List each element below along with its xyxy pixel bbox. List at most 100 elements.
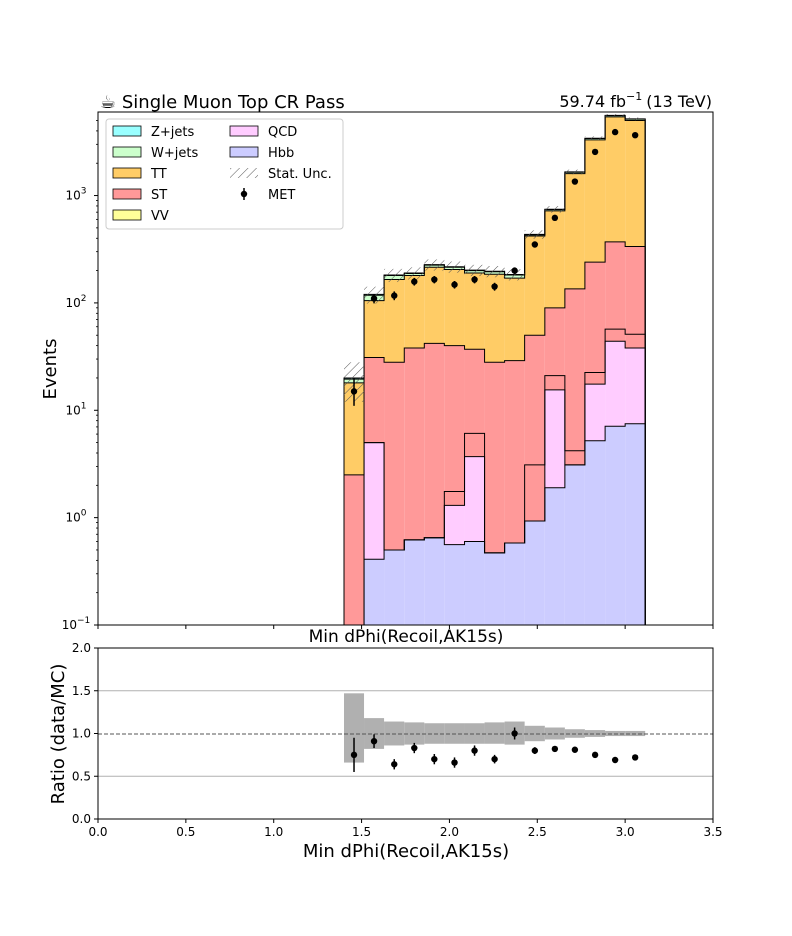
ratio-point xyxy=(511,730,518,737)
stack-bar-tt xyxy=(384,279,405,363)
data-point xyxy=(370,295,378,302)
legend-entry-met: MET xyxy=(240,188,295,203)
ratio-band-segment xyxy=(344,693,365,763)
ratio-x-tick-label: 3.0 xyxy=(616,825,635,839)
legend-label: MET xyxy=(268,188,295,203)
data-points xyxy=(350,128,639,406)
legend-swatch xyxy=(112,167,142,179)
stack-bar-st xyxy=(564,288,585,465)
stack-bar-st xyxy=(404,348,425,540)
ratio-band-segment xyxy=(464,723,485,744)
y-tick-label: 101 xyxy=(65,401,86,417)
legend-entry-qcd: QCD xyxy=(229,125,297,140)
stack-bar-st xyxy=(625,246,646,349)
stack-bar-hbb xyxy=(404,539,425,625)
legend-label: W+jets xyxy=(151,146,198,161)
ratio-x-tick-label: 0.5 xyxy=(176,825,195,839)
stack-bar-hbb xyxy=(625,423,646,625)
stack-bar-tt xyxy=(605,116,626,242)
stack-bar-tt xyxy=(584,139,606,263)
stat-unc-band xyxy=(344,114,646,402)
stack-bar-hbb xyxy=(544,487,565,625)
legend-label: Z+jets xyxy=(151,125,195,140)
stack-bar-tt xyxy=(424,267,445,344)
stack-bar-tt xyxy=(625,120,646,247)
stack-bar-hbb xyxy=(464,541,485,625)
stack-outline-st xyxy=(343,241,646,625)
stat-unc-hatch xyxy=(384,268,405,283)
legend-entry-tt: TT xyxy=(112,167,167,182)
legend-label: ST xyxy=(151,188,167,203)
ratio-point xyxy=(431,755,438,763)
data-point xyxy=(571,178,579,185)
data-point xyxy=(350,388,358,395)
ratio-x-tick-label: 2.5 xyxy=(528,825,547,839)
ratio-unc-band xyxy=(344,693,646,763)
ratio-y-tick-label: 0.0 xyxy=(72,812,91,826)
ratio-y-tick-label: 2.0 xyxy=(72,641,91,655)
ratio-x-tick-label: 1.5 xyxy=(352,825,371,839)
stack-bar-hbb xyxy=(605,426,626,625)
data-point xyxy=(611,128,619,136)
ratio-point xyxy=(370,737,378,745)
data-point xyxy=(551,214,559,222)
ratio-point xyxy=(350,751,358,759)
ratio-point xyxy=(631,754,639,761)
stat-unc-hatch xyxy=(544,206,565,213)
stack-bar-hbb xyxy=(504,543,525,625)
main-x-label: Min dPhi(Recoil,AK15s) xyxy=(309,627,504,647)
stack-outline-vv xyxy=(344,328,646,626)
ratio-point xyxy=(391,761,398,768)
stack-bar-hbb xyxy=(424,537,445,625)
stack-bar-qcd xyxy=(544,389,565,488)
legend-swatch xyxy=(229,146,259,158)
main-plot-frame xyxy=(97,111,714,626)
ratio-point xyxy=(551,745,559,753)
stat-unc-hatch xyxy=(404,267,425,280)
legend-label: QCD xyxy=(268,125,297,140)
legend-entry-w-jets: W+jets xyxy=(112,146,198,161)
stack-bar-qcd xyxy=(625,348,646,424)
ratio-x-tick-label: 1.0 xyxy=(264,825,283,839)
legend-entry-hbb: Hbb xyxy=(229,146,294,161)
legend-swatch xyxy=(229,125,259,137)
stack-bar-st xyxy=(544,307,565,390)
stack-bar-tt xyxy=(564,173,585,289)
stack-bar-tt xyxy=(344,382,365,475)
ratio-grid xyxy=(98,690,713,777)
stat-unc-hatch xyxy=(625,117,646,121)
stack-bar-hbb xyxy=(584,440,606,625)
data-point xyxy=(591,148,599,156)
data-point xyxy=(631,131,639,139)
ratio-axes: 0.0 0.5 1.0 1.5 2.0 0.0 0.5 1.0 1.5 2.0 2.5 3.0 3.5 xyxy=(72,641,723,839)
stack-bar-st xyxy=(484,362,505,553)
stack-bar-qcd xyxy=(605,341,626,427)
stack-bar-tt xyxy=(504,278,525,361)
stack-bar-st xyxy=(464,349,485,457)
y-tick-label: 103 xyxy=(65,187,86,203)
stack-bar-st xyxy=(384,362,405,550)
stack-bar-qcd xyxy=(464,456,485,542)
data-point xyxy=(471,276,478,283)
stack-bar-tt xyxy=(524,235,545,336)
ratio-band-segment xyxy=(484,722,505,744)
stack-bar-st xyxy=(504,360,525,544)
ratio-point xyxy=(571,746,579,753)
stat-unc-hatch xyxy=(605,114,626,117)
stat-unc-hatch xyxy=(524,230,545,239)
ratio-x-label: Min dPhi(Recoil,AK15s) xyxy=(303,841,509,862)
legend-label: Hbb xyxy=(268,146,294,161)
ratio-x-tick-label: 3.5 xyxy=(703,825,722,839)
ratio-y-label: Ratio (data/MC) xyxy=(48,664,69,805)
stack-bar-st xyxy=(344,474,365,625)
stack-bar-hbb xyxy=(364,559,385,625)
legend-label: Stat. Unc. xyxy=(268,167,332,182)
ratio-band-segment xyxy=(524,725,545,742)
stack-bar-tt xyxy=(464,272,485,350)
stack-bar-tt xyxy=(444,269,465,346)
stack-bar-st xyxy=(524,335,545,522)
legend-swatch xyxy=(112,125,142,137)
ratio-point xyxy=(411,744,418,752)
stat-unc-hatch xyxy=(564,169,585,175)
main-y-label: Events xyxy=(40,339,61,400)
